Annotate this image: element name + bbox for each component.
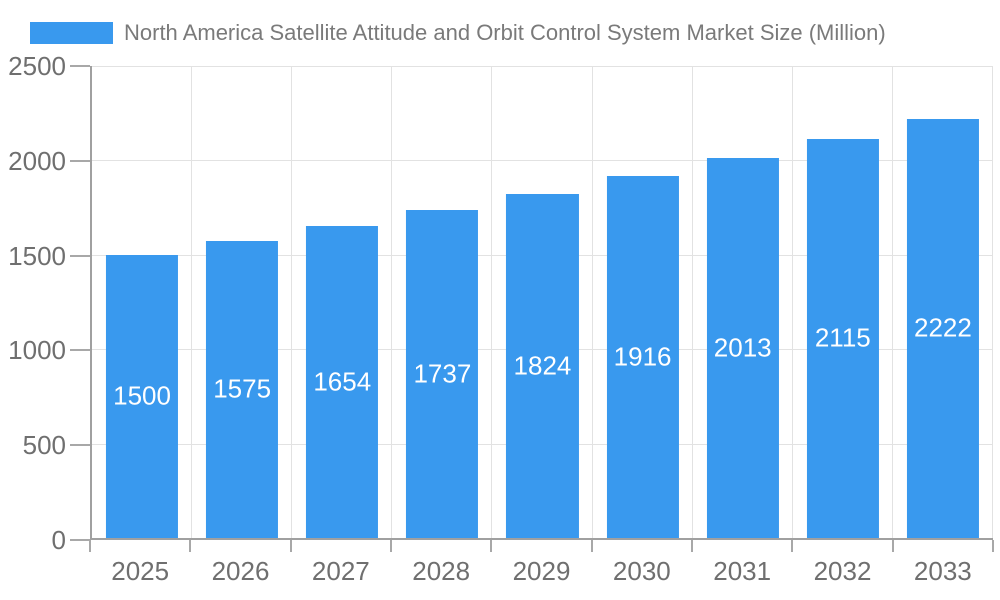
bar-slot: 1654 [292,66,392,538]
y-axis-tick-mark [70,65,90,67]
bar-value-label: 2115 [814,322,871,353]
bar-2025: 1500 [106,254,179,538]
vertical-gridline [992,66,993,538]
y-tick-label: 1500 [8,240,66,271]
bar-slot: 2115 [793,66,893,538]
bar-value-label: 1575 [213,373,272,404]
bar-slot: 1916 [593,66,693,538]
bar-slot: 2222 [893,66,993,538]
vertical-gridline [391,66,393,538]
x-axis-tick-mark [289,540,292,552]
horizontal-gridline [92,160,993,162]
bar-slot: 1500 [92,66,192,538]
x-axis-labels: 2025 2026 2027 2028 2029 2030 2031 2032 2033 [90,556,993,590]
bar-value-label: 1654 [313,366,372,397]
legend-swatch [30,22,113,44]
x-axis-tick-mark [490,540,493,552]
y-tick-label: 2500 [8,51,66,81]
x-tick-label: 2027 [311,556,370,586]
bar-value-label: 1916 [613,341,672,372]
vertical-gridline [791,66,793,538]
x-tick-label: 2029 [512,556,571,586]
vertical-gridline [891,66,893,538]
vertical-gridline [291,66,293,538]
vertical-gridline [691,66,693,538]
bar-2031: 2013 [706,157,779,538]
vertical-gridline [491,66,493,538]
bar-2033: 2222 [906,118,979,538]
x-axis-tick-mark [590,540,593,552]
bar-2030: 1916 [606,176,679,538]
horizontal-gridline [92,66,993,67]
x-axis-tick-mark [992,540,994,552]
x-tick-label: 2025 [111,556,170,586]
x-axis-tick-mark [189,540,192,552]
plot-area: 1500 1575 1654 1737 1824 1916 2013 2115 2222 [90,66,993,540]
y-axis-tick-mark [70,349,90,352]
bar-2028: 1737 [406,210,479,538]
bar-value-label: 2013 [713,332,772,363]
y-axis-ticks [70,65,90,541]
y-axis-labels: 0 500 1000 1500 2000 2500 [0,53,66,553]
bar-slot: 1737 [392,66,492,538]
bar-value-label: 2222 [913,312,972,343]
x-axis-tick-mark [891,540,894,552]
y-axis-tick-mark [70,444,90,447]
bar-2027: 1654 [306,225,379,538]
bar-value-label: 1737 [413,358,472,389]
y-axis-tick-mark [70,539,90,541]
x-tick-label: 2026 [211,556,270,586]
bar-2026: 1575 [206,240,279,538]
x-axis-ticks [89,540,994,554]
bar-value-label: 1824 [513,350,572,381]
x-axis-tick-mark [389,540,392,552]
bar-2029: 1824 [506,193,579,538]
bar-slot: 2013 [693,66,793,538]
y-tick-label: 500 [22,430,66,461]
x-tick-label: 2031 [713,556,772,586]
x-tick-label: 2030 [612,556,671,586]
vertical-gridline [191,66,193,538]
bar-value-label: 1500 [113,380,171,411]
bar-slot: 1575 [192,66,292,538]
chart-title: North America Satellite Attitude and Orb… [124,20,886,45]
x-tick-label: 2033 [913,556,972,586]
x-tick-label: 2028 [412,556,471,586]
bar-2032: 2115 [806,138,879,538]
y-tick-label: 1000 [8,335,66,366]
vertical-gridline [591,66,593,538]
legend: North America Satellite Attitude and Orb… [30,20,886,46]
x-axis-tick-mark [791,540,794,552]
y-tick-label: 2000 [8,145,66,176]
y-axis-tick-mark [70,254,90,257]
x-tick-label: 2032 [813,556,872,586]
bar-slot: 1824 [492,66,592,538]
x-axis-tick-mark [89,540,91,552]
x-axis-tick-mark [690,540,693,552]
y-tick-label: 0 [51,525,66,555]
y-axis-tick-mark [70,159,90,162]
